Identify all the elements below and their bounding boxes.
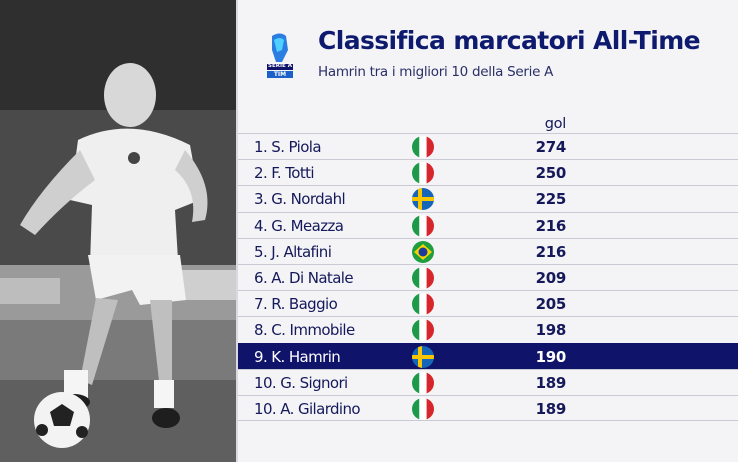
goals-value: 189 [535, 373, 567, 392]
player-name: 4. G. Meazza [254, 216, 344, 235]
goals-value: 189 [535, 399, 567, 418]
panel-divider [236, 0, 238, 462]
table-row: 3. G. Nordahl 225 [238, 185, 738, 211]
table-row: 9. K. Hamrin 190 [238, 342, 738, 369]
goals-value: 209 [535, 268, 567, 287]
footballer-photo [0, 0, 236, 462]
player-name: 6. A. Di Natale [254, 268, 354, 287]
goals-value: 274 [535, 138, 567, 156]
player-name: 1. S. Piola [254, 138, 322, 156]
goals-value: 205 [535, 295, 567, 314]
table-row: 2. F. Totti 250 [238, 159, 738, 185]
player-name: 10. A. Gilardino [254, 399, 361, 418]
scorers-table: 1. S. Piola 274 2. F. Totti 250 3. G. Nordah… [238, 133, 738, 422]
player-name: 8. C. Immobile [254, 321, 355, 340]
goals-value: 216 [535, 242, 567, 261]
italy-flag-icon [412, 397, 434, 420]
page-title: Classifica marcatori All-Time [318, 26, 701, 55]
italy-flag-icon [412, 136, 434, 158]
sweden-flag-icon [412, 345, 434, 368]
player-name: 9. K. Hamrin [254, 347, 341, 366]
goals-value: 216 [535, 216, 567, 235]
italy-flag-icon [412, 266, 434, 289]
goals-value: 198 [535, 321, 567, 340]
page-subtitle: Hamrin tra i migliori 10 della Serie A [318, 64, 554, 80]
player-name: 10. G. Signori [254, 373, 348, 392]
table-row: 7. R. Baggio 205 [238, 290, 738, 316]
sweden-flag-icon [412, 188, 434, 211]
italy-flag-icon [412, 293, 434, 316]
player-name: 7. R. Baggio [254, 295, 338, 314]
goals-value: 225 [535, 190, 567, 209]
brazil-flag-icon [412, 240, 434, 263]
table-row: 10. G. Signori 189 [238, 368, 738, 395]
goals-value: 250 [535, 164, 567, 183]
serie-a-logo-icon: SERIE A TIM [264, 32, 296, 80]
table-row: 10. A. Gilardino 189 [238, 394, 738, 422]
logo-text-bottom: TIM [273, 71, 287, 78]
table-row: 5. J. Altafini 216 [238, 237, 738, 264]
goals-value: 190 [535, 347, 567, 366]
italy-flag-icon [412, 214, 434, 237]
player-name: 5. J. Altafini [254, 242, 332, 261]
leaderboard-panel [238, 0, 738, 462]
player-name: 2. F. Totti [254, 164, 315, 183]
goals-column-header: gol [544, 116, 567, 132]
player-name: 3. G. Nordahl [254, 190, 346, 209]
table-row: 6. A. Di Natale 209 [238, 263, 738, 290]
logo-text-top: SERIE A [268, 63, 292, 69]
italy-flag-icon [412, 319, 434, 342]
table-row: 8. C. Immobile 198 [238, 316, 738, 342]
table-row: 4. G. Meazza 216 [238, 211, 738, 238]
italy-flag-icon [412, 371, 434, 394]
table-row: 1. S. Piola 274 [238, 133, 738, 159]
italy-flag-icon [412, 162, 434, 185]
footballer-illustration-icon [0, 0, 236, 462]
